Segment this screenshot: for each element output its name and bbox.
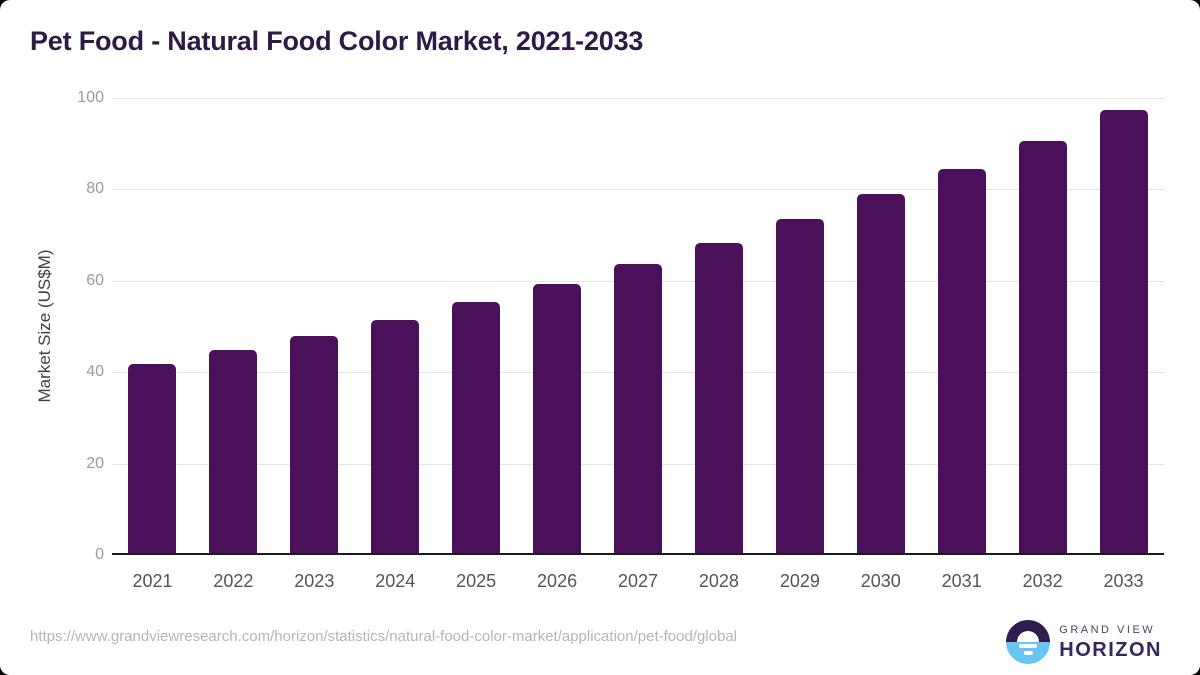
bar-2031 — [937, 168, 986, 555]
bar-slot-2030 — [840, 98, 921, 555]
x-tick-label-2032: 2032 — [1022, 571, 1063, 591]
bar-2033 — [1099, 110, 1148, 555]
x-tick-label-2023: 2023 — [294, 571, 335, 591]
gridline-100 — [112, 98, 1164, 99]
bar-2021 — [128, 363, 177, 555]
y-tick-label-60: 60 — [86, 271, 104, 289]
bar-2026 — [533, 284, 582, 555]
x-tick-label-2025: 2025 — [456, 571, 497, 591]
logo-brand-bottom: HORIZON — [1059, 638, 1162, 661]
x-tick-label-2022: 2022 — [213, 571, 254, 591]
x-tick-label-2029: 2029 — [779, 571, 820, 591]
x-tick-label-2028: 2028 — [698, 571, 739, 591]
bar-2027 — [613, 263, 662, 555]
y-tick-label-100: 100 — [77, 89, 104, 106]
x-tick-label-2027: 2027 — [617, 571, 659, 591]
bar-slot-2023 — [274, 98, 355, 555]
bar-slot-2024 — [355, 98, 436, 555]
bar-slot-2026 — [517, 98, 598, 555]
footer: https://www.grandviewresearch.com/horizo… — [0, 613, 1200, 675]
x-tick-label-2033: 2033 — [1103, 571, 1144, 591]
y-tick-label-20: 20 — [86, 454, 104, 472]
bar-series — [112, 98, 1164, 555]
logo-text: GRAND VIEW HORIZON — [1059, 623, 1162, 661]
bar-slot-2022 — [193, 98, 274, 555]
bar-slot-2029 — [759, 98, 840, 555]
grand-view-horizon-logo-icon — [1006, 620, 1051, 664]
bar-2023 — [290, 335, 339, 555]
bar-slot-2033 — [1083, 98, 1164, 555]
y-tick-label-40: 40 — [86, 363, 104, 381]
bar-2032 — [1018, 141, 1067, 555]
bar-slot-2027 — [598, 98, 679, 555]
bar-2030 — [856, 193, 905, 555]
bar-slot-2021 — [112, 98, 193, 555]
bar-slot-2025 — [436, 98, 517, 555]
logo-brand-top: GRAND VIEW — [1059, 623, 1156, 636]
plot-area — [112, 98, 1164, 555]
bar-slot-2028 — [678, 98, 759, 555]
bar-2025 — [452, 302, 501, 555]
x-tick-label-2026: 2026 — [537, 571, 578, 591]
x-axis-tick-labels: 2021 2022 2023 2024 2025 2026 2027 2028 2029 2030… — [112, 571, 1164, 592]
logo-reflection-line-short — [1023, 651, 1033, 655]
y-axis-tick-labels: 0 20 40 60 80 100 — [0, 89, 104, 563]
bar-slot-2032 — [1002, 98, 1083, 555]
page-title: Pet Food - Natural Food Color Market, 20… — [30, 26, 644, 56]
x-tick-label-2024: 2024 — [375, 571, 416, 591]
grand-view-horizon-logo: GRAND VIEW HORIZON — [1006, 620, 1162, 664]
y-tick-label-80: 80 — [86, 180, 104, 198]
gridline-80 — [112, 189, 1164, 191]
bar-2028 — [694, 242, 743, 555]
x-tick-label-2021: 2021 — [132, 571, 173, 591]
bar-2029 — [775, 218, 824, 555]
logo-sun-arch — [1017, 631, 1040, 642]
y-tick-label-0: 0 — [95, 546, 104, 563]
x-axis-line — [112, 553, 1164, 555]
logo-reflection-line-long — [1019, 644, 1038, 648]
x-tick-label-2030: 2030 — [860, 571, 901, 591]
bar-2022 — [209, 350, 258, 555]
bar-slot-2031 — [921, 98, 1002, 555]
bar-2024 — [371, 319, 420, 555]
source-url: https://www.grandviewresearch.com/horizo… — [30, 628, 737, 645]
x-tick-label-2031: 2031 — [941, 571, 982, 591]
